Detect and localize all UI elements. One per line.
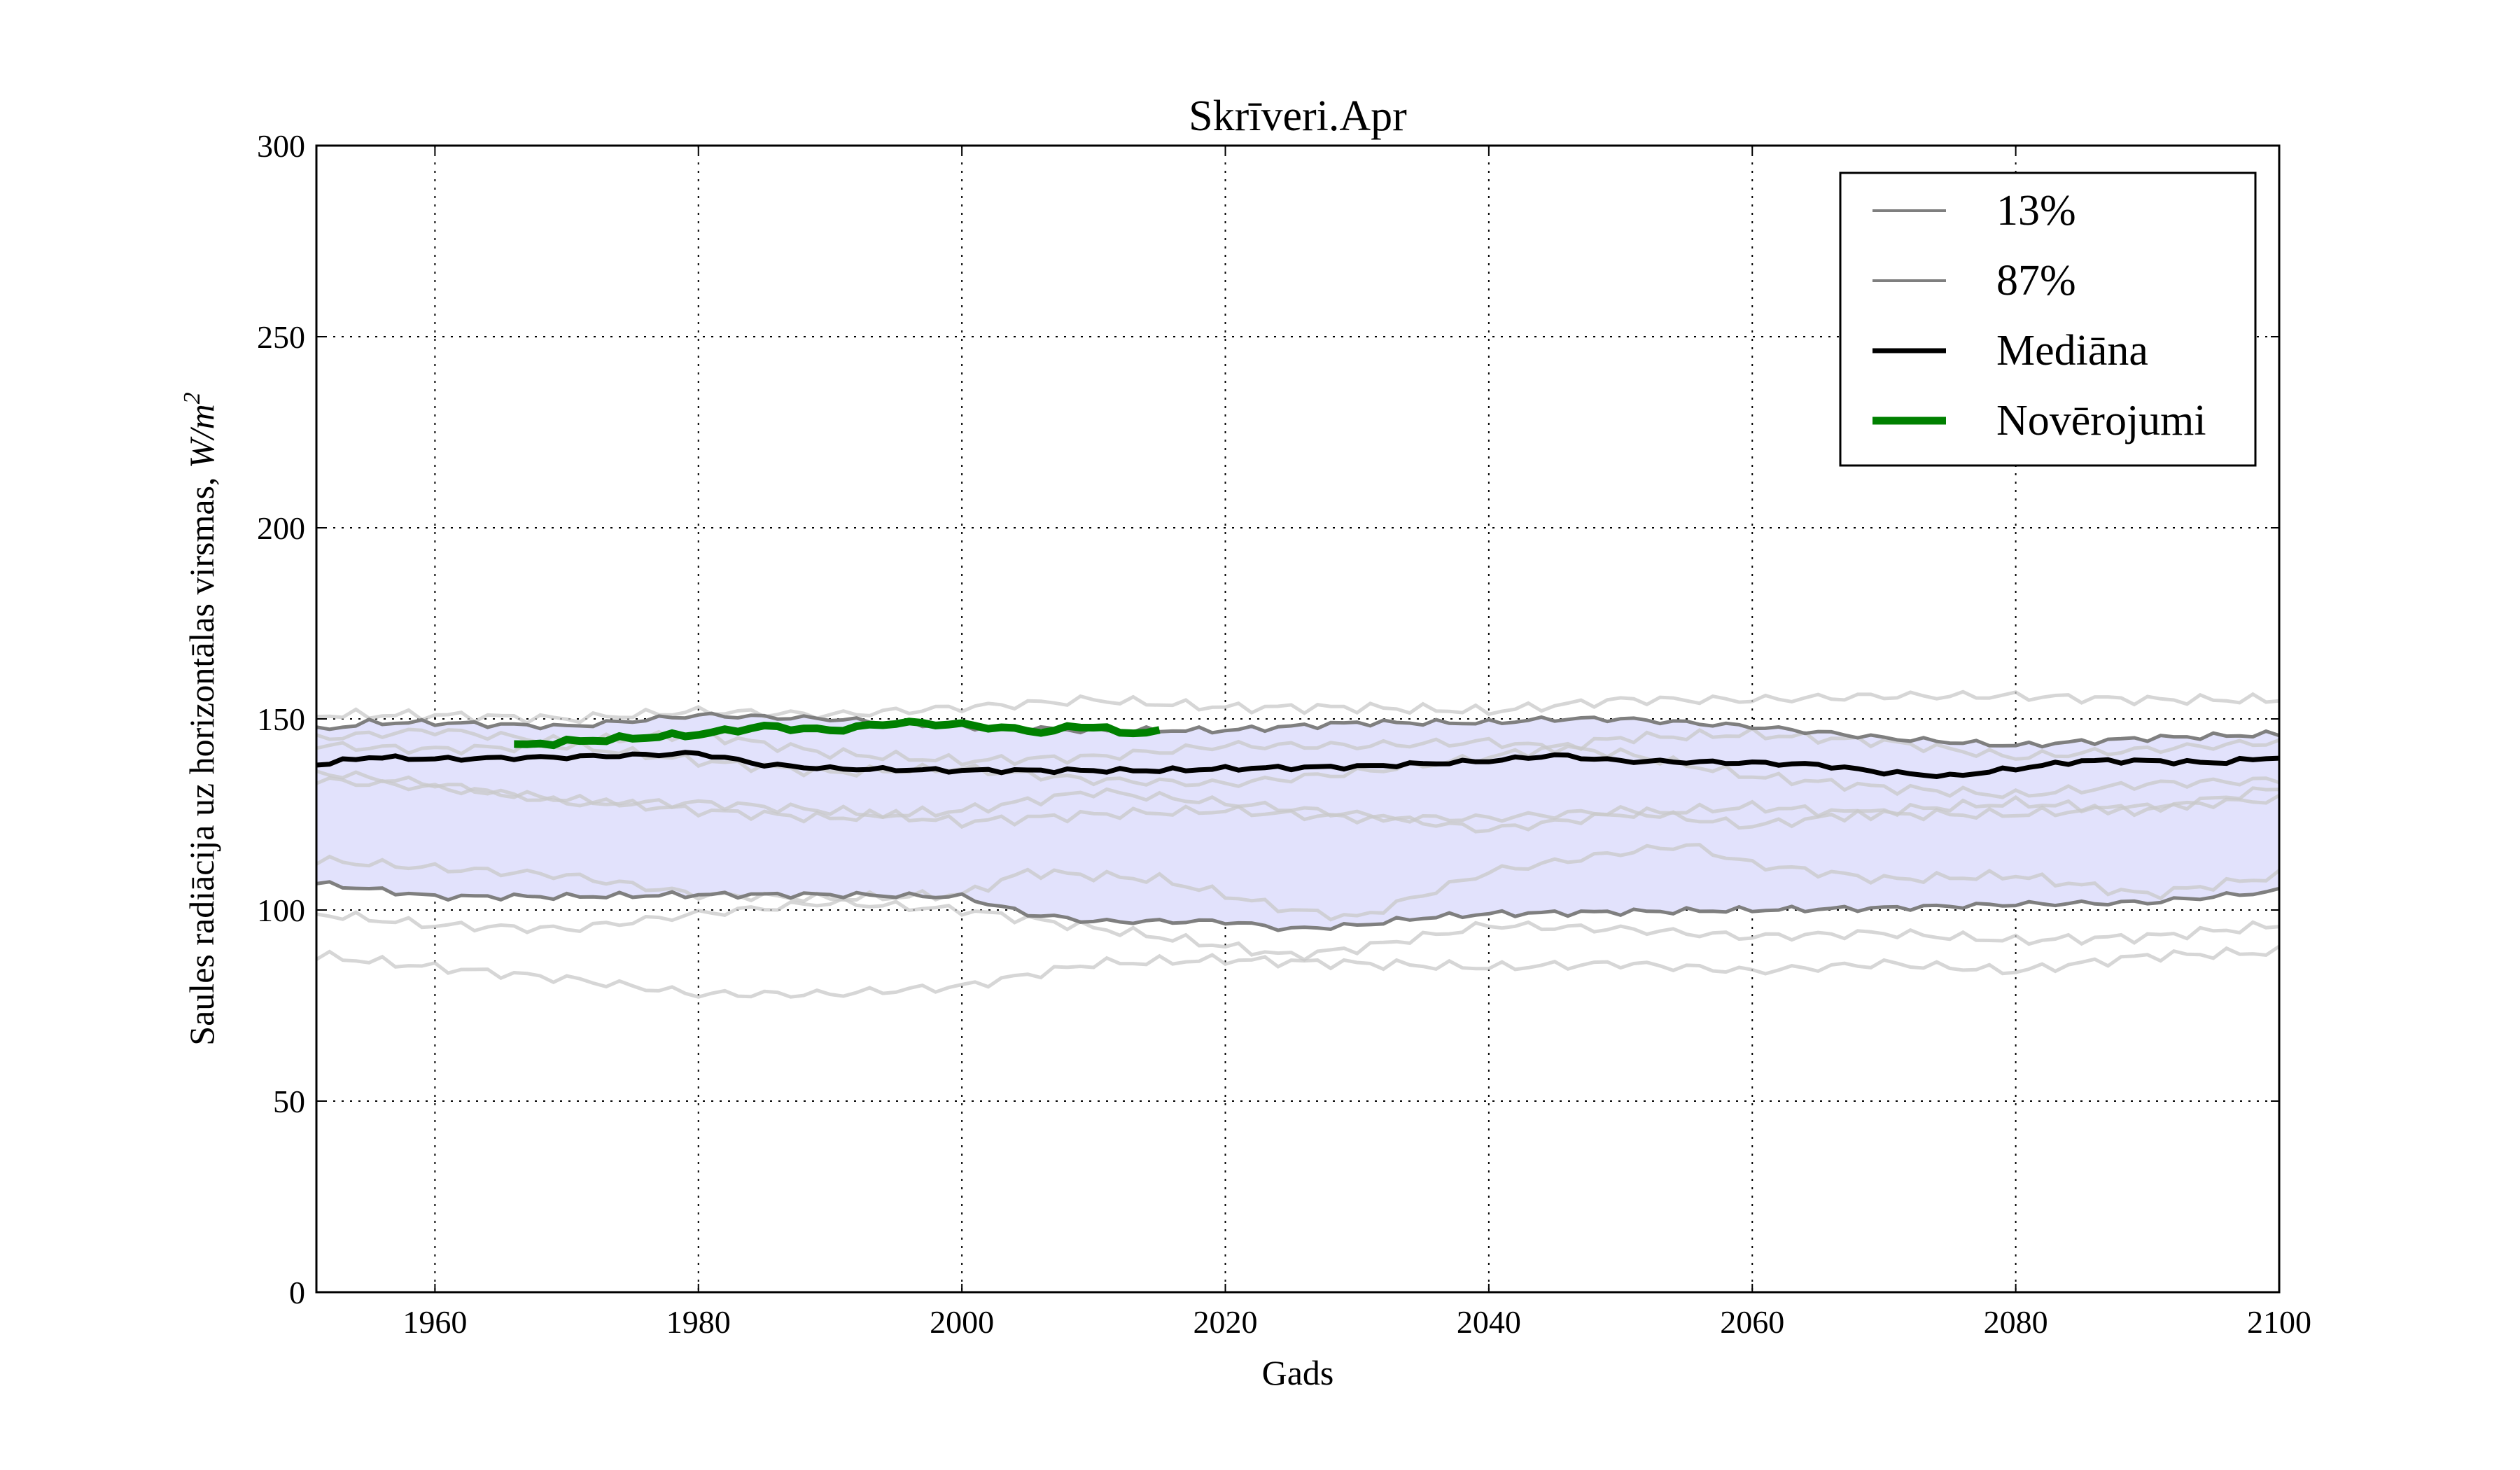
series-line-observed <box>514 718 1161 750</box>
x-tick-label: 2080 <box>1984 1304 2048 1340</box>
y-tick-label: 300 <box>257 128 305 164</box>
legend: 13% 87% Mediāna Novērojumi <box>1839 172 2257 467</box>
legend-label-median: Mediāna <box>1996 327 2148 374</box>
y-axis-label-unit: W/m <box>182 404 221 468</box>
y-axis-label-exp: 2 <box>179 392 205 404</box>
x-tick-label: 2060 <box>1720 1304 1784 1340</box>
x-axis-label: Gads <box>1262 1353 1334 1392</box>
x-tick-label: 2000 <box>930 1304 994 1340</box>
plot-area <box>315 690 2281 999</box>
legend-label-observed: Novērojumi <box>1996 397 2206 444</box>
series-line-13 <box>316 880 2280 932</box>
chart-title: Skrīveri.Apr <box>1189 92 1407 140</box>
x-tick-label: 1960 <box>402 1304 467 1340</box>
legend-label-p13: 13% <box>1996 187 2076 234</box>
legend-box <box>1839 172 2257 467</box>
x-tick-label: 2020 <box>1193 1304 1257 1340</box>
ensemble-line <box>316 896 2280 962</box>
ensemble-line <box>316 690 2280 725</box>
ensemble-line <box>315 944 2281 999</box>
y-tick-label: 100 <box>257 892 305 928</box>
y-axis-label-text: Saules radiācija uz horizontālas virsmas… <box>182 468 221 1046</box>
y-axis-label: Saules radiācija uz horizontālas virsmas… <box>179 392 221 1045</box>
series-line-median <box>316 750 2280 780</box>
y-tick-label: 200 <box>257 510 305 546</box>
axis-ticks: 1960 1980 2000 2020 2040 2060 2080 2100 0 50 100 15… <box>257 128 2311 1340</box>
x-tick-label: 1980 <box>666 1304 731 1340</box>
series-line-87 <box>316 711 2280 749</box>
y-tick-label: 250 <box>257 319 305 355</box>
y-tick-label: 0 <box>289 1275 305 1310</box>
x-tick-label: 2100 <box>2247 1304 2311 1340</box>
legend-label-p87: 87% <box>1996 257 2076 304</box>
x-tick-label: 2040 <box>1457 1304 1521 1340</box>
y-tick-label: 50 <box>273 1084 305 1119</box>
ensemble-line <box>316 769 2280 830</box>
y-tick-label: 150 <box>257 701 305 737</box>
ensemble-line <box>316 776 2281 834</box>
ensemble-line <box>315 843 2281 922</box>
